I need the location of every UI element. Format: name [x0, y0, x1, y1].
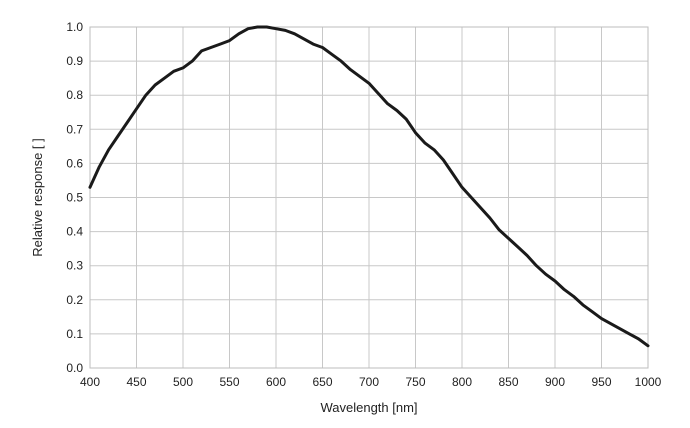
- x-tick-label: 900: [545, 375, 565, 389]
- x-tick-label: 950: [591, 375, 611, 389]
- y-tick-label: 1.0: [66, 20, 83, 34]
- series-layer: [88, 25, 650, 348]
- x-tick-label: 800: [452, 375, 472, 389]
- y-tick-label: 0.9: [66, 54, 83, 68]
- x-tick-label: 400: [80, 375, 100, 389]
- x-tick-label: 600: [266, 375, 286, 389]
- y-tick-label: 0.3: [66, 259, 83, 273]
- y-tick-label: 0.6: [66, 156, 83, 170]
- response-curve-line: [88, 25, 650, 348]
- y-tick-label: 0.2: [66, 293, 83, 307]
- x-tick-label: 500: [173, 375, 193, 389]
- y-tick-label: 0.7: [66, 122, 83, 136]
- x-axis-title: Wavelength [nm]: [320, 400, 417, 415]
- grid: [89, 26, 649, 369]
- y-tick-label: 0.5: [66, 191, 83, 205]
- x-tick-label: 550: [219, 375, 239, 389]
- x-axis-ticks: 400 450 500 550 600 650 700 750 800 850 900 950 1000: [80, 375, 662, 389]
- x-tick-label: 450: [126, 375, 146, 389]
- y-tick-label: 0.1: [66, 327, 83, 341]
- y-tick-label: 0.4: [66, 225, 83, 239]
- x-tick-label: 700: [359, 375, 379, 389]
- y-axis-title: Relative response [ ]: [30, 138, 45, 257]
- y-axis-ticks: 0.0 0.1 0.2 0.3 0.4 0.5 0.6 0.7 0.8 0.9 1.0: [66, 20, 83, 375]
- x-tick-label: 1000: [635, 375, 662, 389]
- plot-frame: [89, 26, 649, 369]
- x-tick-label: 750: [405, 375, 425, 389]
- x-tick-label: 650: [312, 375, 332, 389]
- y-tick-label: 0.0: [66, 361, 83, 375]
- y-tick-label: 0.8: [66, 88, 83, 102]
- x-tick-label: 850: [498, 375, 518, 389]
